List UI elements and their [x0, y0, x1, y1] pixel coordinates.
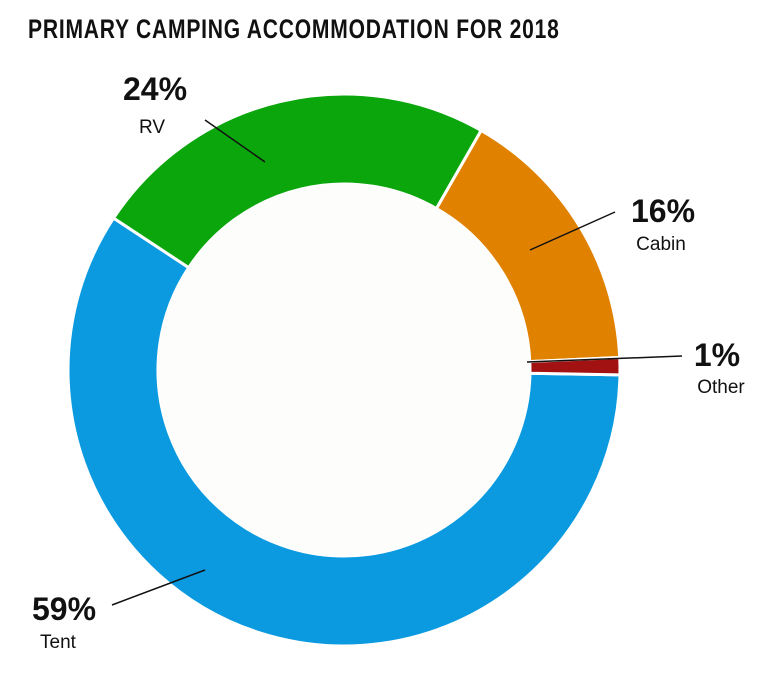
data-label-other: Other: [697, 377, 745, 398]
leader-line-cabin: [529, 211, 616, 251]
data-label-cabin: Cabin: [636, 234, 686, 255]
data-label-cabin-pct: 16%: [631, 193, 695, 229]
data-label-other-pct: 1%: [694, 337, 740, 373]
data-label-rv: RV: [139, 117, 165, 138]
data-label-tent: Tent: [40, 632, 77, 653]
data-label-tent-pct: 59%: [32, 591, 96, 627]
data-label-rv-pct: 24%: [123, 71, 187, 107]
chart-title: PRIMARY CAMPING ACCOMMODATION FOR 2018: [28, 14, 560, 44]
leader-line-rv: [204, 119, 266, 163]
leader-line-tent: [111, 569, 206, 606]
donut-hole: [158, 184, 530, 556]
leader-line-other: [526, 355, 683, 363]
